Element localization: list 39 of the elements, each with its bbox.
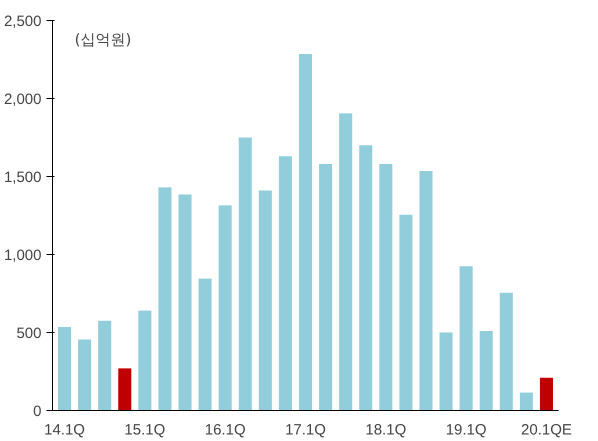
bar xyxy=(118,368,132,410)
bar xyxy=(258,190,272,410)
x-tick-label: 20.1QE xyxy=(521,422,572,438)
bar xyxy=(198,278,212,410)
y-tick-label: 2,000 xyxy=(4,91,42,108)
y-tick-label: 500 xyxy=(16,325,42,342)
bar xyxy=(98,320,112,410)
bar xyxy=(359,145,372,410)
x-tick-label: 16.1Q xyxy=(204,422,246,438)
bar xyxy=(440,332,453,410)
x-tick-label: 18.1Q xyxy=(365,422,406,438)
y-tick-label: 1,500 xyxy=(4,169,42,186)
bar xyxy=(298,54,312,410)
annotation: (십억원) xyxy=(74,30,132,48)
y-tick-label: 0 xyxy=(33,403,42,420)
bar xyxy=(339,113,352,410)
bar xyxy=(178,194,192,410)
x-tick-label: 15.1Q xyxy=(124,422,166,438)
bar xyxy=(399,214,412,410)
x-tick-label: 14.1Q xyxy=(44,422,85,438)
bar xyxy=(419,171,432,410)
bar xyxy=(278,156,292,410)
bar xyxy=(78,340,92,410)
bar xyxy=(460,266,473,410)
x-tick-label: 17.1Q xyxy=(285,422,326,438)
x-tick-label: 19.1Q xyxy=(446,422,487,438)
bar xyxy=(218,205,232,410)
bar xyxy=(58,327,72,410)
bar xyxy=(540,378,553,410)
bar xyxy=(520,392,533,410)
bar xyxy=(238,138,252,410)
bar xyxy=(480,330,493,410)
bar xyxy=(138,310,152,410)
y-tick-label: 2,500 xyxy=(4,13,42,30)
bar xyxy=(500,292,513,410)
y-tick-label: 1,000 xyxy=(4,247,42,264)
bar xyxy=(319,164,332,410)
bar xyxy=(158,187,172,410)
bar xyxy=(379,164,392,410)
